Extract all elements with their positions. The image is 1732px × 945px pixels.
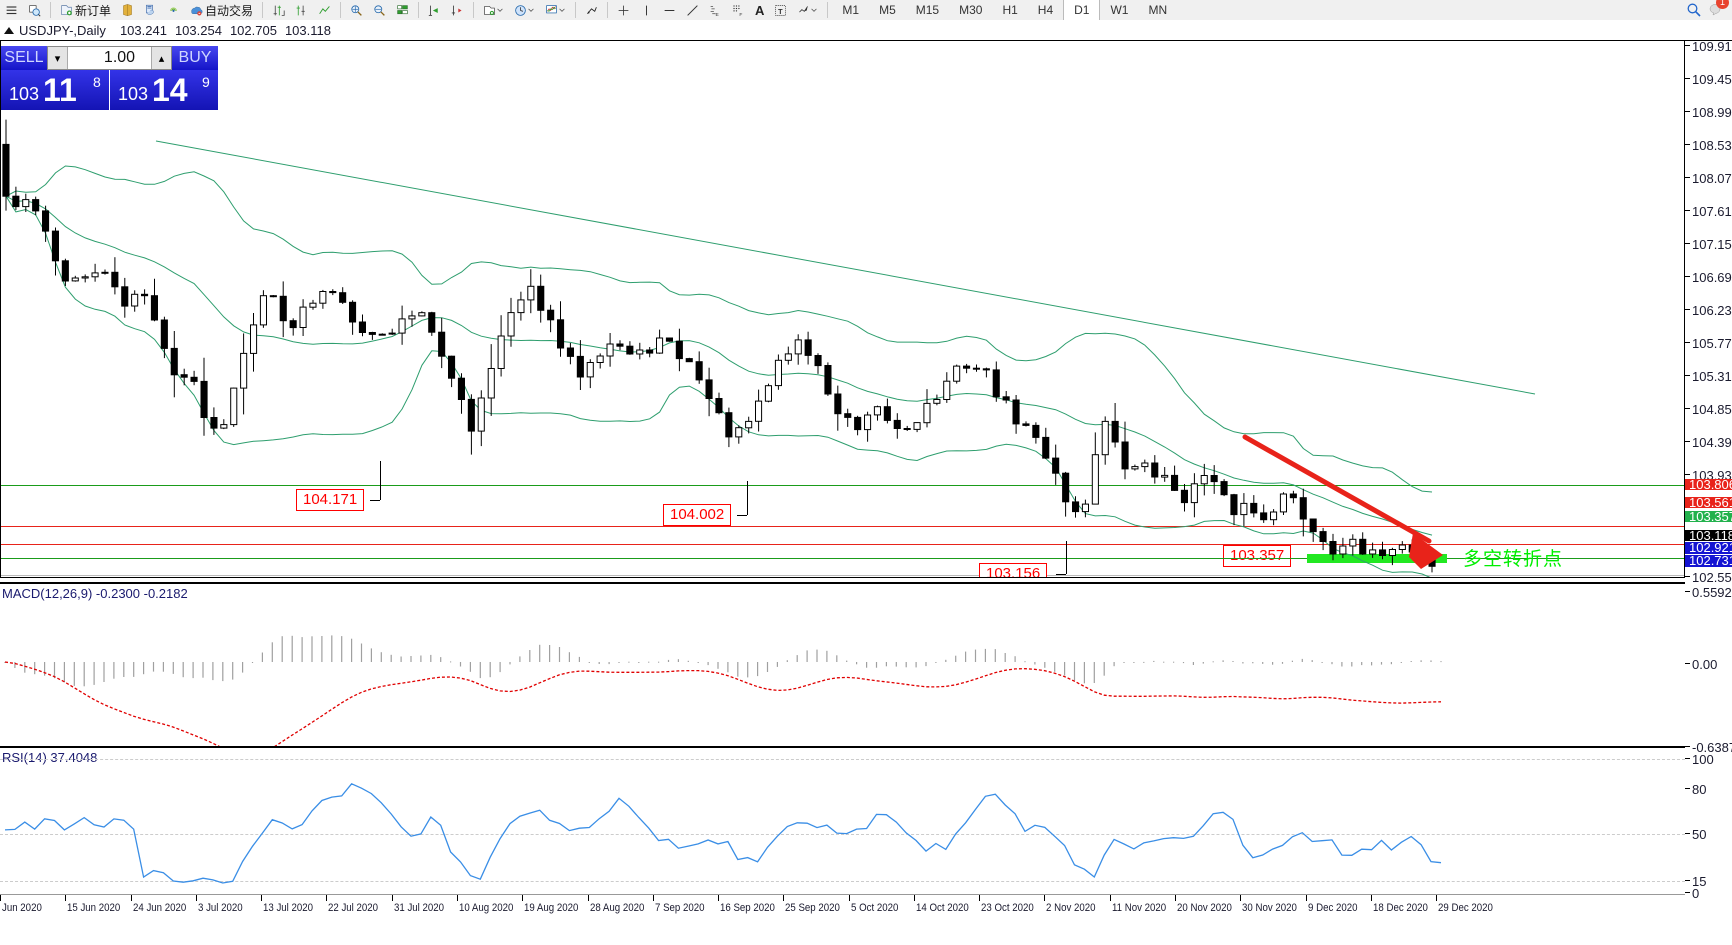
svg-text:T: T	[778, 6, 783, 15]
svg-text:E: E	[716, 12, 720, 17]
svg-text:F: F	[739, 12, 742, 17]
